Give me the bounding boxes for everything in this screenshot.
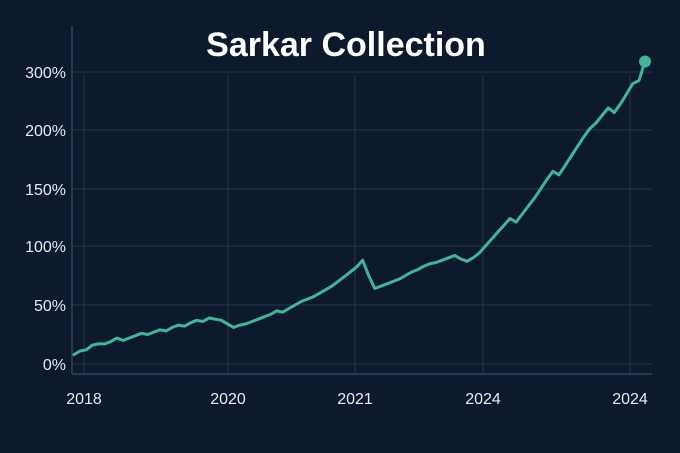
y-tick-label: 0% xyxy=(43,357,66,374)
y-tick-label: 100% xyxy=(25,239,66,256)
x-tick-label: 2018 xyxy=(66,391,102,408)
chart-title: Sarkar Collection xyxy=(206,26,486,64)
grid-layer xyxy=(72,71,652,374)
series-end-marker xyxy=(639,55,651,68)
x-tick-label: 2024 xyxy=(612,391,648,408)
y-tick-label: 150% xyxy=(25,182,66,199)
x-tick-label: 2021 xyxy=(337,391,373,408)
y-tick-label: 300% xyxy=(25,65,66,82)
x-tick-label: 2020 xyxy=(210,391,246,408)
y-tick-label: 200% xyxy=(25,123,66,140)
series-line xyxy=(72,60,647,357)
x-tick-label: 2024 xyxy=(465,391,501,408)
tick-label-layer: 0% 50% 100% 150% 200% 300% 2018 2020 2021 2024 202… xyxy=(25,65,648,408)
axis-layer xyxy=(71,26,652,375)
series-layer xyxy=(72,55,651,357)
y-tick-label: 50% xyxy=(34,298,66,315)
